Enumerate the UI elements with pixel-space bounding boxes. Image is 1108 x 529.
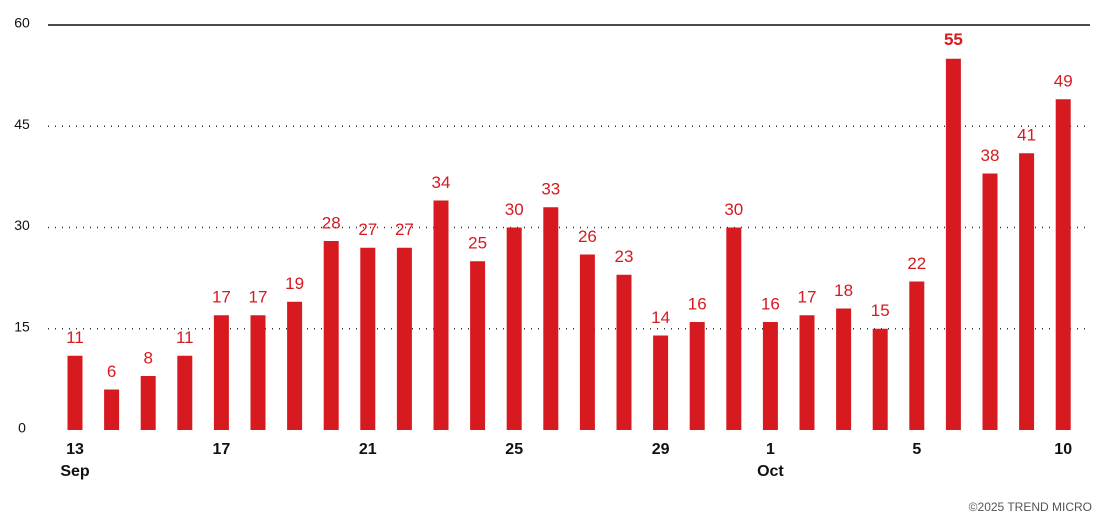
bar [616, 274, 632, 430]
x-tick-label: 17 [213, 441, 231, 458]
bar [506, 227, 522, 430]
value-label: 41 [1017, 126, 1036, 145]
value-label: 33 [541, 180, 560, 199]
x-tick-label: 29 [652, 441, 670, 458]
value-label: 49 [1054, 72, 1073, 91]
y-tick-label: 60 [14, 15, 30, 31]
value-label: 17 [798, 288, 817, 307]
value-label: 16 [688, 294, 707, 313]
value-label: 25 [468, 234, 487, 253]
bar [543, 207, 559, 430]
bar [1055, 99, 1071, 430]
x-sublabel: Sep [60, 463, 90, 480]
y-tick-label: 45 [14, 116, 30, 132]
bar [213, 315, 229, 430]
bar [689, 322, 705, 430]
bar [323, 241, 339, 430]
credit: ©2025 TREND MICRO [969, 500, 1092, 514]
value-label: 18 [834, 281, 853, 300]
bar [396, 247, 412, 430]
value-label: 11 [66, 328, 84, 347]
value-label: 23 [615, 247, 634, 266]
bar [287, 301, 303, 430]
y-tick-label: 30 [14, 217, 30, 233]
x-tick-label: 25 [505, 441, 523, 458]
value-label: 17 [249, 288, 268, 307]
bar [1019, 153, 1035, 430]
value-label: 30 [505, 200, 524, 219]
bar [250, 315, 266, 430]
x-tick-label: 1 [766, 441, 775, 458]
x-tick-label: 5 [912, 441, 921, 458]
value-label: 28 [322, 213, 341, 232]
bar [177, 355, 193, 430]
bar [762, 322, 778, 430]
bar [982, 173, 998, 430]
bar [579, 254, 595, 430]
bar [836, 308, 852, 430]
bar [433, 200, 449, 430]
value-label: 6 [107, 362, 116, 381]
bar [799, 315, 815, 430]
y-tick-label: 0 [18, 420, 26, 436]
y-tick-label: 15 [14, 318, 30, 334]
bar [67, 355, 83, 430]
value-label: 27 [395, 220, 414, 239]
value-label: 8 [143, 348, 152, 367]
x-tick-label: 21 [359, 441, 377, 458]
bar [726, 227, 742, 430]
bar [140, 376, 156, 430]
bar [872, 328, 888, 430]
x-sublabel: Oct [757, 463, 784, 480]
value-label: 14 [651, 308, 670, 327]
bar [945, 58, 961, 430]
bar [470, 261, 486, 430]
value-label: 22 [907, 254, 926, 273]
bar [104, 389, 120, 430]
bar [360, 247, 376, 430]
value-label: 16 [761, 294, 780, 313]
value-label: 15 [871, 301, 890, 320]
value-label: 17 [212, 288, 231, 307]
value-label: 55 [944, 30, 963, 49]
value-label: 34 [432, 173, 451, 192]
value-label: 30 [724, 200, 743, 219]
value-label: 11 [176, 328, 194, 347]
x-tick-label: 10 [1054, 441, 1072, 458]
bar [653, 335, 669, 430]
value-label: 27 [358, 220, 377, 239]
x-tick-label: 13 [66, 441, 84, 458]
value-label: 38 [981, 146, 1000, 165]
value-label: 26 [578, 227, 597, 246]
bar [909, 281, 925, 430]
value-label: 19 [285, 274, 304, 293]
